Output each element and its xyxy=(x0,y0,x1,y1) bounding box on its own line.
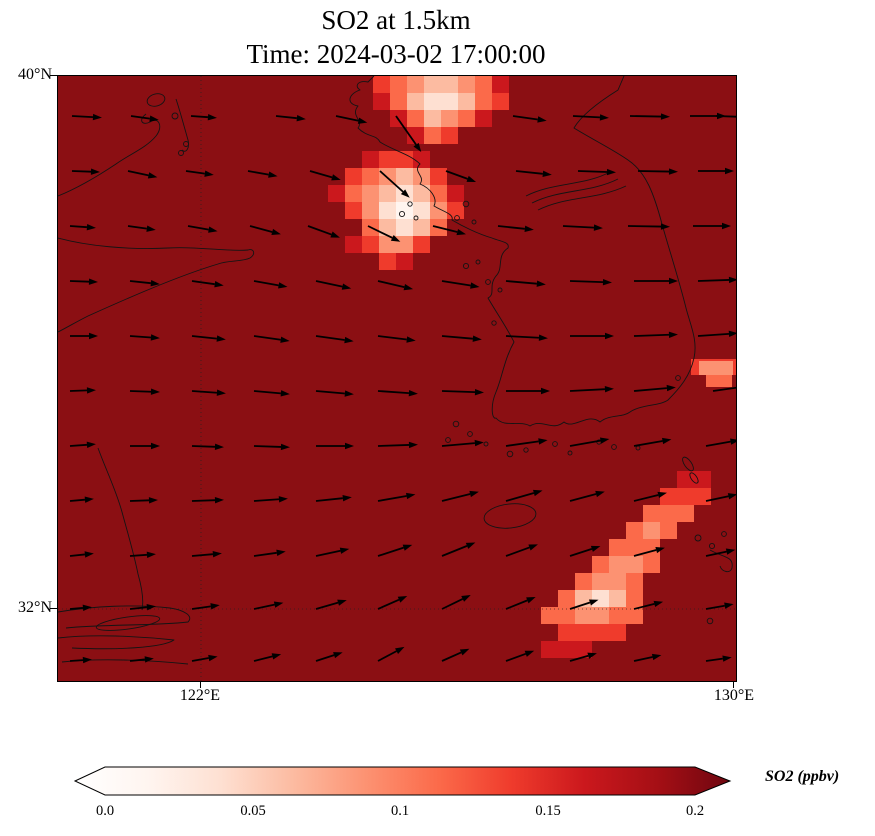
ytick-40n: 40°N xyxy=(18,66,52,83)
plot-title: SO2 at 1.5km xyxy=(321,5,471,35)
ytick-32n: 32°N xyxy=(18,599,52,616)
cbtick-0.0: 0.0 xyxy=(95,803,115,819)
colorbar xyxy=(70,765,738,806)
cbtick-0.2: 0.2 xyxy=(685,803,705,819)
xtick-122e: 122°E xyxy=(179,687,221,704)
colorbar-bar xyxy=(73,766,732,796)
ytickmark-40n xyxy=(50,75,57,76)
ytickmark-32n xyxy=(50,608,57,609)
xtick-130e: 130°E xyxy=(713,687,755,704)
map-plot xyxy=(58,76,736,681)
plot-subtitle-time: Time: 2024-03-02 17:00:00 xyxy=(246,39,546,69)
cbtick-0.15: 0.15 xyxy=(535,803,561,819)
map-axes xyxy=(57,75,737,682)
cbtick-0.05: 0.05 xyxy=(240,803,266,819)
colorbar-gradient xyxy=(73,766,732,796)
colorbar-label: SO2 (ppbv) xyxy=(765,768,840,785)
xtickmark-130e xyxy=(733,681,734,688)
cbtick-0.1: 0.1 xyxy=(390,803,410,819)
xtickmark-122e xyxy=(200,681,201,688)
